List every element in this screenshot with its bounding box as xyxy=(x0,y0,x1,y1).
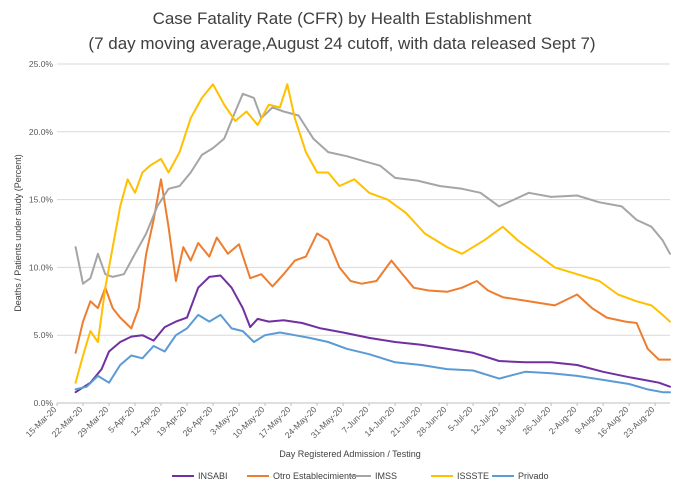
series-line-privado xyxy=(74,313,671,394)
y-axis-label: Deaths / Patients under study (Percent) xyxy=(13,154,23,312)
legend-label: ISSSTE xyxy=(457,471,489,481)
series-line-imss xyxy=(74,92,671,285)
y-tick-label: 25.0% xyxy=(29,59,54,69)
y-tick-label: 15.0% xyxy=(29,195,54,205)
series-line-otro-establecimiento xyxy=(74,178,671,361)
chart-title: Case Fatality Rate (CFR) by Health Estab… xyxy=(153,9,532,28)
series-lines xyxy=(74,83,671,394)
chart-subtitle: (7 day moving average,August 24 cutoff, … xyxy=(88,34,595,53)
y-tick-label: 10.0% xyxy=(29,262,54,272)
series-line-issste xyxy=(74,83,671,384)
legend-label: Otro Establecimiento xyxy=(273,471,357,481)
y-tick-label: 0.0% xyxy=(34,398,54,408)
series-line-insabi xyxy=(74,274,671,394)
x-axis-ticks: 15-Mar-2022-Mar-2029-Mar-205-Apr-2012-Ap… xyxy=(24,403,657,440)
x-tick-label: 26-Jul-20 xyxy=(520,404,552,436)
legend-label: Privado xyxy=(518,471,549,481)
legend-label: INSABI xyxy=(198,471,228,481)
y-axis-ticks: 0.0% 5.0% 10.0% 15.0% 20.0% 25.0% xyxy=(29,59,54,408)
y-tick-label: 20.0% xyxy=(29,127,54,137)
y-tick-label: 5.0% xyxy=(34,330,54,340)
x-axis-label: Day Registered Admission / Testing xyxy=(279,449,420,459)
legend: INSABI Otro Establecimiento IMSS ISSSTE Priv… xyxy=(172,471,549,481)
legend-label: IMSS xyxy=(375,471,397,481)
